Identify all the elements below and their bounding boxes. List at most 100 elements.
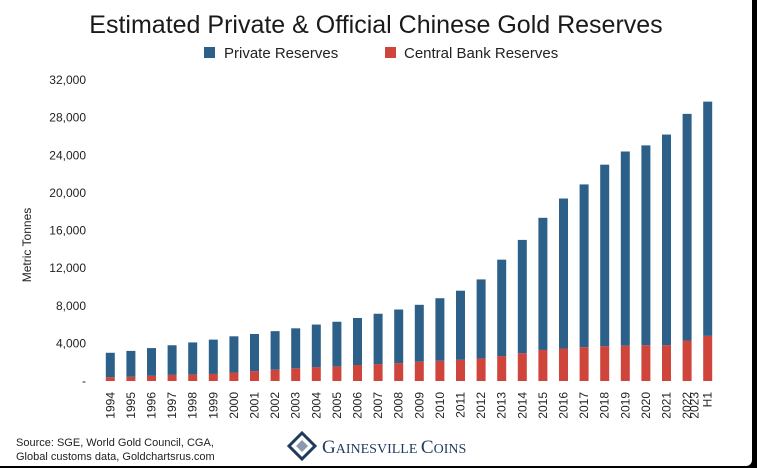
x-tick-label: 2005 xyxy=(330,392,344,419)
bar-private xyxy=(414,304,424,362)
y-tick-label: 8,000 xyxy=(56,299,86,313)
y-axis: - 4,000 8,000 12,000 16,000 20,000 24,000 28,00… xyxy=(49,73,86,388)
bar-private xyxy=(456,290,465,360)
legend-swatch-private xyxy=(204,47,215,58)
bar-central-bank xyxy=(620,345,630,381)
bar-central-bank xyxy=(497,356,507,381)
x-tick-label: 2020 xyxy=(639,392,653,419)
bar-private xyxy=(188,342,198,375)
x-tick-label: 1997 xyxy=(165,392,179,419)
bar-private xyxy=(682,113,692,341)
bar-central-bank xyxy=(167,374,177,381)
x-tick-label: 2010 xyxy=(433,392,447,419)
bar-private xyxy=(620,151,630,346)
x-axis: 1994 1995 1996 1997 1998 1999 2000 2001 2002 2003… xyxy=(103,392,714,419)
bar-private xyxy=(497,259,507,357)
bar-central-bank xyxy=(311,367,321,381)
bar-central-bank xyxy=(208,373,218,381)
bar-central-bank xyxy=(414,361,424,381)
bar-central-bank xyxy=(126,376,136,381)
x-tick-label: 1995 xyxy=(124,392,138,419)
bar-private xyxy=(641,145,651,346)
bar-central-bank xyxy=(559,348,568,381)
source-line-1: Source: SGE, World Gold Council, CGA, xyxy=(16,437,214,449)
bar-private xyxy=(208,339,218,374)
x-tick-label: 2014 xyxy=(515,392,529,419)
x-tick-label: 2019 xyxy=(618,392,632,419)
bars xyxy=(105,101,713,381)
x-tick-label: 2003 xyxy=(289,392,303,419)
bar-central-bank xyxy=(373,364,383,381)
x-tick-label: 2012 xyxy=(474,392,488,419)
x-tick-label: 2022 xyxy=(680,392,694,419)
bar-central-bank xyxy=(641,345,651,381)
x-tick-label: 2021 xyxy=(660,392,674,419)
bar-private xyxy=(126,350,136,377)
x-tick-label: 1999 xyxy=(206,392,220,419)
x-tick-label: 2009 xyxy=(412,392,426,419)
x-tick-label: 2000 xyxy=(227,392,241,419)
bar-private xyxy=(394,309,404,364)
x-tick-label: 2015 xyxy=(536,392,550,419)
x-tick-label: 2008 xyxy=(392,392,406,419)
bar-central-bank xyxy=(476,358,486,381)
legend-swatch-central-bank xyxy=(385,47,396,58)
x-tick-label: 2016 xyxy=(557,392,571,419)
bar-central-bank xyxy=(332,366,342,381)
bar-private xyxy=(229,336,239,373)
bar-private xyxy=(167,345,177,375)
bar-private xyxy=(476,279,486,359)
x-tick-label: 2004 xyxy=(309,392,323,419)
x-tick-label: 2011 xyxy=(454,392,468,418)
legend: Private Reserves Central Bank Reserves xyxy=(204,45,558,62)
bar-private xyxy=(353,317,362,366)
source-line-2: Global customs data, Goldchartsrus.com xyxy=(16,451,215,463)
bar-private xyxy=(579,184,589,348)
bar-private xyxy=(147,348,156,376)
bar-private xyxy=(435,298,445,361)
bar-central-bank xyxy=(250,371,259,381)
bar-central-bank xyxy=(105,377,115,381)
bar-central-bank xyxy=(682,340,692,381)
bar-central-bank xyxy=(353,365,362,381)
bar-private xyxy=(105,352,115,378)
bar-private xyxy=(250,333,259,372)
y-tick-label: 28,000 xyxy=(49,111,86,125)
bar-central-bank xyxy=(147,375,156,381)
bar-private xyxy=(703,101,713,336)
bar-central-bank xyxy=(662,345,671,381)
bar-central-bank xyxy=(188,374,198,381)
bar-private xyxy=(332,321,342,367)
bar-private xyxy=(600,164,610,347)
x-tick-label: 2001 xyxy=(248,392,262,419)
legend-label-central-bank: Central Bank Reserves xyxy=(404,45,558,62)
x-tick-label: 2006 xyxy=(351,392,365,419)
bar-central-bank xyxy=(229,372,239,381)
bar-private xyxy=(662,134,671,346)
bar-private xyxy=(517,239,527,354)
bar-central-bank xyxy=(703,335,713,381)
bar-central-bank xyxy=(435,360,445,381)
chart-title: Estimated Private & Official Chinese Gol… xyxy=(89,11,662,39)
bar-private xyxy=(270,331,280,370)
x-tick-label: 2023H1 xyxy=(688,392,715,419)
bar-central-bank xyxy=(270,369,280,381)
y-tick-label: 4,000 xyxy=(56,336,86,350)
y-tick-label: 24,000 xyxy=(49,148,86,162)
y-tick-label: 20,000 xyxy=(49,186,86,200)
legend-label-private: Private Reserves xyxy=(224,45,338,62)
x-tick-label: 1996 xyxy=(145,392,159,419)
bar-private xyxy=(559,198,568,349)
y-tick-label: 12,000 xyxy=(49,261,86,275)
brand-name: GAINESVILLE COINS xyxy=(322,437,466,458)
y-tick-label: 16,000 xyxy=(49,224,86,238)
bar-private xyxy=(373,313,383,365)
bar-central-bank xyxy=(517,353,527,381)
x-tick-label: 2013 xyxy=(495,392,509,419)
y-tick-label: 32,000 xyxy=(49,73,86,87)
bar-central-bank xyxy=(394,363,404,381)
x-tick-label: 2007 xyxy=(371,392,385,419)
x-tick-label: 1998 xyxy=(186,392,200,419)
